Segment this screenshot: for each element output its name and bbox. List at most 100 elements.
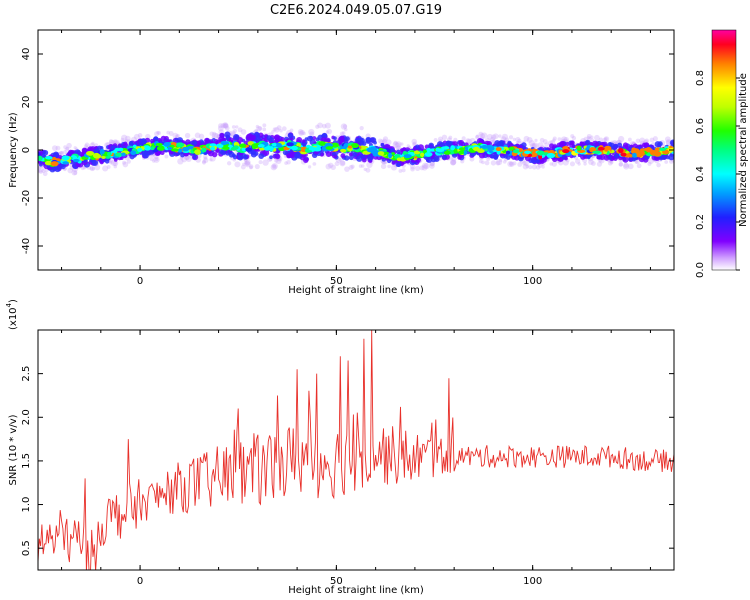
- spectrogram-halo-cell: [410, 166, 415, 172]
- spectrogram-halo-cell: [382, 138, 388, 144]
- spectrogram-core-cell: [251, 143, 260, 149]
- spectrogram-halo-cell: [501, 133, 508, 140]
- spectrogram-halo-cell: [412, 141, 417, 146]
- spectrogram-core-cell: [268, 146, 274, 152]
- spectrogram-halo-cell: [44, 168, 49, 173]
- spectrogram-halo-cell: [341, 131, 346, 136]
- spectrogram-halo-cell: [155, 157, 159, 162]
- spectrogram-halo-cell: [528, 140, 535, 147]
- spectrogram-core-cell: [220, 140, 228, 146]
- spectrogram-halo-cell: [157, 131, 162, 135]
- spectrogram-core-cell: [176, 142, 185, 148]
- spectrogram-core-cell: [209, 143, 217, 147]
- spectrogram-halo-cell: [523, 135, 530, 142]
- spectrogram-core-cell: [508, 146, 515, 151]
- spectrogram-core-cell: [388, 152, 393, 159]
- spectrogram-core-cell: [222, 146, 230, 150]
- spectrogram-halo-cell: [656, 162, 661, 168]
- spectrogram-halo-cell: [63, 145, 67, 149]
- spectrogram-halo-cell: [203, 157, 209, 163]
- spectrogram-band-cell: [348, 155, 354, 161]
- colorbar-tick-label: 0.0: [695, 262, 706, 278]
- spectrogram-band-cell: [354, 137, 360, 143]
- spectrogram-core-cell: [536, 150, 545, 156]
- spectrogram-halo-cell: [308, 128, 315, 136]
- spectrogram-band-cell: [643, 142, 650, 149]
- spectrogram-halo-cell: [240, 164, 246, 170]
- spectrogram-halo-cell: [490, 134, 497, 140]
- spectrogram-halo-cell: [594, 134, 600, 141]
- spectrogram-band-cell: [348, 152, 353, 157]
- spectrogram-halo-cell: [504, 137, 510, 143]
- spectrogram-halo-cell: [415, 165, 421, 171]
- spectrogram-core-cell: [144, 146, 151, 151]
- spectrogram-core-cell: [201, 147, 207, 153]
- spectrogram-halo-cell: [495, 158, 503, 166]
- spectrogram-halo-cell: [647, 161, 652, 166]
- x-tick-label: 0: [137, 276, 143, 287]
- spectrogram-halo-cell: [258, 160, 263, 165]
- spectrogram-core-cell: [271, 142, 277, 147]
- spectrogram-halo-cell: [245, 159, 251, 166]
- spectrogram-core-cell: [44, 160, 53, 166]
- spectrogram-halo-cell: [326, 128, 333, 135]
- spectrogram-halo-cell: [312, 162, 317, 166]
- spectrogram-halo-cell: [254, 128, 259, 133]
- spectrogram-halo-cell: [441, 134, 448, 141]
- spectrogram-band-cell: [301, 139, 306, 144]
- spectrogram-halo-cell: [209, 158, 213, 162]
- spectrogram-band-cell: [282, 150, 288, 156]
- spectrogram-halo-cell: [647, 158, 654, 165]
- spectrogram-halo-cell: [586, 136, 591, 140]
- spectrogram-band-cell: [312, 136, 317, 140]
- spectrogram-halo-cell: [570, 134, 575, 139]
- spectrogram-halo-cell: [604, 137, 608, 141]
- spectrogram-halo-cell: [94, 164, 101, 171]
- spectrogram-halo-cell: [275, 157, 282, 165]
- spectrogram-halo-cell: [111, 139, 115, 144]
- spectrogram-halo-cell: [223, 123, 228, 128]
- spectrogram-halo-cell: [299, 129, 305, 135]
- spectrogram-core-cell: [524, 150, 531, 155]
- spectrogram-halo-cell: [108, 160, 113, 165]
- spectrogram-core-cell: [366, 147, 375, 153]
- spectrogram-halo-cell: [203, 156, 208, 161]
- spectrogram-halo-cell: [475, 134, 480, 138]
- spectrogram-band-cell: [415, 144, 420, 150]
- spectrogram-band-cell: [218, 136, 225, 143]
- spectrogram-halo-cell: [358, 164, 363, 168]
- spectrogram-core-cell: [313, 147, 322, 152]
- spectrogram-halo-cell: [363, 167, 367, 172]
- spectrogram-core-cell: [290, 145, 298, 151]
- spectrogram-core-cell: [325, 146, 334, 150]
- spectrogram-core-cell: [92, 152, 101, 159]
- spectrogram-band-cell: [215, 149, 220, 153]
- spectrogram-core-cell: [403, 154, 412, 159]
- spectrogram-halo-cell: [498, 158, 503, 163]
- spectrogram-band-cell: [245, 134, 252, 141]
- spectrogram-core-cell: [170, 148, 179, 152]
- spectrogram-band-cell: [390, 147, 395, 152]
- spectrogram-band-cell: [425, 156, 433, 163]
- spectrogram-halo-cell: [563, 137, 569, 143]
- spectrogram-halo-cell: [38, 165, 42, 171]
- x-tick-label: 100: [523, 276, 542, 287]
- spectrogram-core-cell: [99, 148, 105, 155]
- spectrogram-core-cell: [618, 147, 624, 154]
- spectrogram-halo-cell: [394, 142, 401, 149]
- colorbar-gradient: [711, 29, 737, 271]
- spectrogram-halo-cell: [315, 124, 320, 129]
- spectrogram-band-cell: [493, 155, 499, 160]
- spectrogram-halo-cell: [262, 123, 267, 128]
- spectrogram-core-cell: [632, 152, 637, 158]
- x-tick-label: 50: [330, 576, 343, 587]
- spectrogram-halo-cell: [249, 165, 253, 170]
- spectrogram-halo-cell: [526, 137, 533, 143]
- spectrogram-core-cell: [592, 150, 601, 154]
- colorbar-tick-label: 0.2: [695, 214, 706, 230]
- spectrogram-halo-cell: [618, 162, 623, 167]
- spectrogram-band-cell: [113, 158, 118, 162]
- spectrogram-core-cell: [233, 145, 239, 150]
- spectrogram-halo-cell: [466, 138, 473, 144]
- spectrogram-band-cell: [594, 141, 600, 147]
